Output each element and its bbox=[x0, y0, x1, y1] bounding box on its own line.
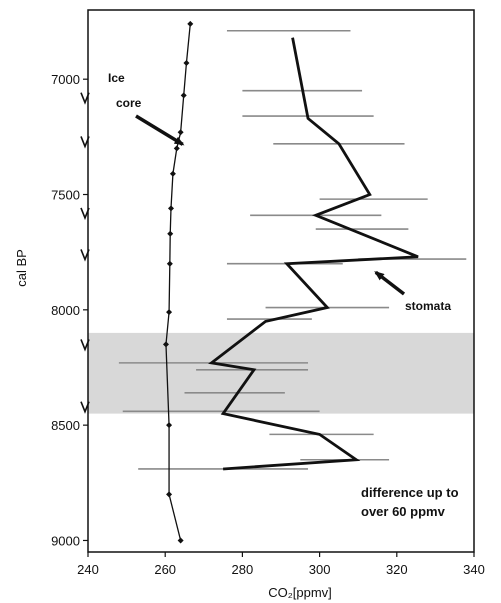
x-tick-label: 300 bbox=[309, 562, 331, 577]
x-tick-label: 280 bbox=[232, 562, 254, 577]
ice-core-markers bbox=[162, 20, 194, 544]
ice-core-point bbox=[166, 422, 173, 429]
annotation-stomata: stomata bbox=[405, 299, 451, 313]
x-tick-label: 340 bbox=[463, 562, 485, 577]
annotations: Ice core stomata difference up to over 6… bbox=[108, 71, 459, 519]
shaded-band bbox=[88, 332, 474, 414]
ice-core-point bbox=[162, 341, 169, 348]
series-lines bbox=[165, 23, 419, 541]
ice-core-point bbox=[166, 309, 173, 316]
ice-core-point bbox=[180, 92, 187, 99]
plot-frame bbox=[87, 9, 475, 553]
annotation-difference-line2: over 60 ppmv bbox=[361, 504, 446, 519]
ice-core-point bbox=[183, 60, 190, 67]
ice-core-point bbox=[173, 145, 180, 152]
annotation-ice-core-arrow bbox=[135, 114, 185, 146]
annotation-ice-core-line1: Ice bbox=[108, 71, 125, 85]
y-tick-label: 8000 bbox=[51, 303, 80, 318]
ice-core-point bbox=[169, 170, 176, 177]
annotation-stomata-arrow bbox=[374, 270, 406, 296]
stomata-line bbox=[208, 37, 419, 471]
annotation-difference-line1: difference up to bbox=[361, 485, 459, 500]
x-tick-label: 320 bbox=[386, 562, 408, 577]
ice-core-point bbox=[166, 260, 173, 267]
ice-core-point bbox=[166, 491, 173, 498]
ice-core-point bbox=[177, 537, 184, 544]
x-tick-label: 260 bbox=[154, 562, 176, 577]
ice-core-point bbox=[187, 20, 194, 27]
x-axis-ticks: 240 260 280 300 320 340 bbox=[77, 552, 485, 577]
ice-core-point bbox=[177, 129, 184, 136]
y-axis-label: cal BP bbox=[14, 249, 29, 287]
ice-core-point bbox=[167, 230, 174, 237]
y-tick-label: 8500 bbox=[51, 418, 80, 433]
x-tick-label: 240 bbox=[77, 562, 99, 577]
x-axis-label: CO₂[ppmv] bbox=[268, 585, 332, 600]
ice-core-point bbox=[167, 205, 174, 212]
y-tick-label: 7000 bbox=[51, 72, 80, 87]
y-tick-label: 9000 bbox=[51, 533, 80, 548]
y-tick-label: 7500 bbox=[51, 188, 80, 203]
annotation-ice-core-line2: core bbox=[116, 96, 142, 110]
ice-core-line bbox=[165, 23, 191, 541]
y-axis-ticks: 7000 7500 8000 8500 9000 bbox=[51, 72, 88, 548]
